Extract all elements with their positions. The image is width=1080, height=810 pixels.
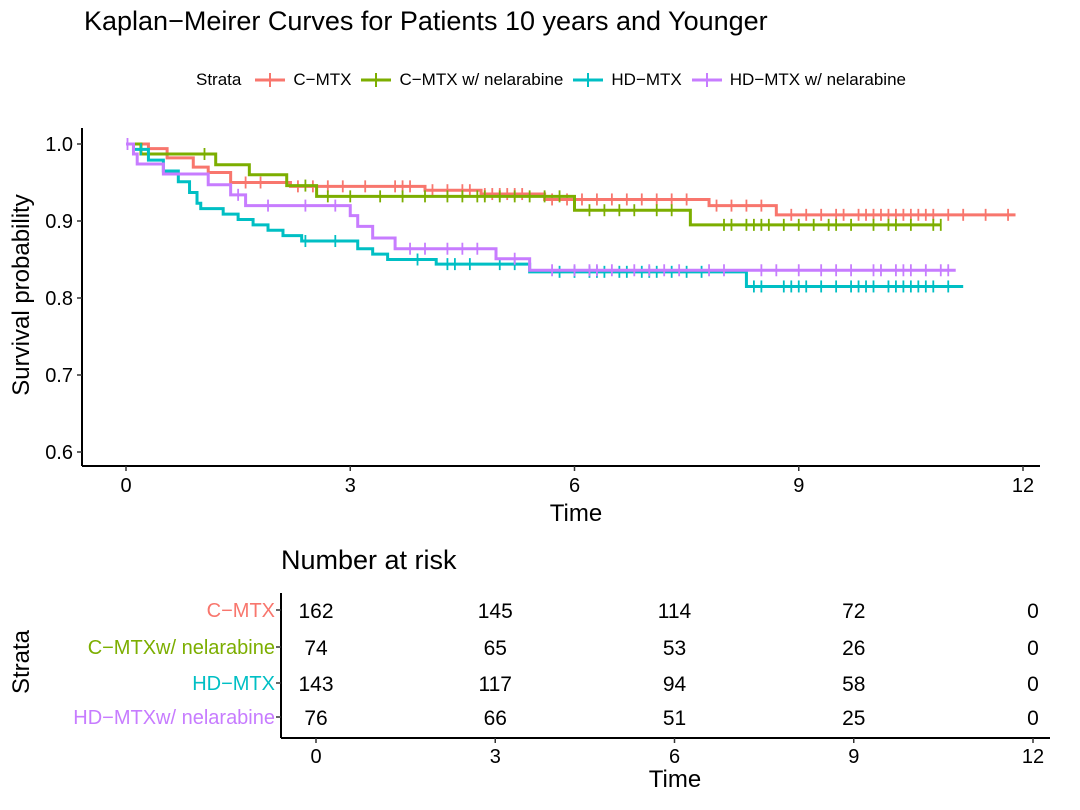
- risk-x-tick-label: 6: [669, 746, 680, 768]
- x-tick-label: 12: [1012, 475, 1034, 497]
- risk-count: 143: [298, 673, 333, 696]
- y-tick-label: 1.0: [45, 134, 73, 156]
- risk-count: 117: [479, 673, 512, 696]
- risk-count: 0: [1027, 673, 1039, 696]
- risk-count: 94: [663, 673, 687, 696]
- legend-label: C−MTX w/ nelarabine: [399, 70, 564, 89]
- risk-count: 26: [842, 637, 865, 660]
- survival-curve: [126, 142, 964, 288]
- legend-label: C−MTX: [293, 70, 352, 89]
- legend-key: [573, 73, 604, 87]
- risk-strata-label: HD−MTXw/ nelarabine: [73, 707, 275, 729]
- legend-label: HD−MTX: [611, 70, 682, 89]
- legend-item: HD−MTX: [573, 70, 682, 90]
- risk-count: 162: [298, 600, 333, 623]
- survival-curve: [126, 142, 956, 272]
- risk-x-tick-label: 0: [310, 746, 321, 768]
- y-tick-label: 0.8: [45, 288, 73, 310]
- risk-count: 25: [842, 707, 865, 730]
- legend-item: C−MTX: [255, 70, 351, 90]
- risk-count: 114: [658, 600, 692, 623]
- risk-x-tick-label: 12: [1022, 746, 1044, 768]
- survival-curve: [126, 142, 1016, 217]
- x-tick-label: 0: [120, 475, 131, 497]
- risk-count: 0: [1027, 600, 1039, 623]
- risk-count: 76: [304, 707, 327, 730]
- x-tick-label: 6: [569, 475, 580, 497]
- risk-count: 74: [304, 637, 328, 660]
- risk-count: 65: [484, 637, 507, 660]
- y-tick-label: 0.7: [45, 365, 73, 387]
- chart-title: Kaplan−Meirer Curves for Patients 10 yea…: [84, 6, 768, 36]
- x-axis-label: Time: [549, 500, 603, 527]
- x-tick-label: 9: [793, 475, 804, 497]
- y-tick-label: 0.9: [45, 211, 73, 233]
- risk-count: 51: [663, 707, 686, 730]
- risk-count: 72: [842, 600, 865, 623]
- legend: Strata C−MTX C−MTX w/ nelarabine HD−MTX …: [196, 66, 916, 94]
- risk-x-tick-label: 9: [848, 746, 859, 768]
- legend-label: HD−MTX w/ nelarabine: [729, 70, 906, 89]
- legend-item: C−MTX w/ nelarabine: [361, 70, 563, 90]
- legend-key: [255, 73, 286, 87]
- risk-count: 0: [1027, 637, 1039, 660]
- x-tick-label: 3: [345, 475, 356, 497]
- survival-curve: [126, 142, 941, 227]
- risk-table-title: Number at risk: [281, 545, 457, 575]
- legend-key: [691, 73, 722, 87]
- risk-x-tick-label: 3: [490, 746, 501, 768]
- risk-count: 66: [484, 707, 507, 730]
- legend-key: [361, 73, 392, 87]
- risk-table-x-label: Time: [648, 766, 702, 793]
- risk-strata-label: C−MTXw/ nelarabine: [88, 637, 275, 659]
- risk-strata-label: C−MTX: [207, 600, 275, 622]
- risk-count: 0: [1027, 707, 1039, 730]
- y-tick-label: 0.6: [45, 442, 73, 464]
- risk-strata-label: HD−MTX: [192, 673, 275, 695]
- risk-count: 58: [842, 673, 865, 696]
- legend-item: HD−MTX w/ nelarabine: [691, 70, 906, 90]
- risk-count: 53: [663, 637, 686, 660]
- risk-count: 145: [478, 600, 513, 623]
- legend-title: Strata: [196, 70, 242, 89]
